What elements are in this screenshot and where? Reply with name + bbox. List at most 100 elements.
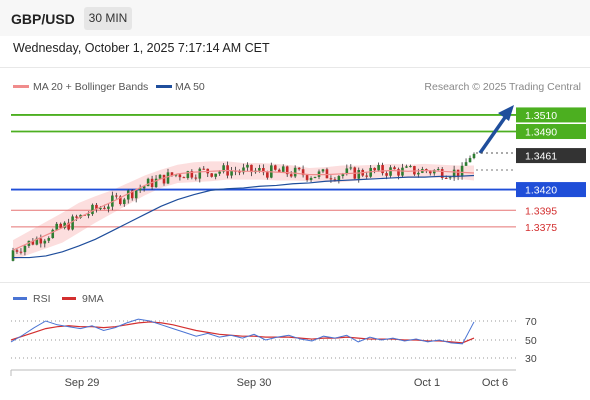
candle-body <box>313 176 317 178</box>
candle-body <box>55 223 59 230</box>
candle-body <box>51 229 55 239</box>
candle-body <box>289 174 293 177</box>
candle-body <box>222 165 225 172</box>
level-label-bg <box>516 107 586 123</box>
top-bar: GBP/USD 30 MIN <box>0 0 590 36</box>
level-label-bg <box>516 148 586 164</box>
candle-body <box>357 170 361 179</box>
candle-body <box>266 172 269 178</box>
candle-body <box>281 166 285 172</box>
candle-body <box>277 169 281 172</box>
candle-body <box>142 186 146 189</box>
candle-body <box>301 169 305 176</box>
candle-body <box>341 173 345 177</box>
candle-body <box>39 238 43 244</box>
candle-body <box>130 190 134 199</box>
timestamp: Wednesday, October 1, 2025 7:17:14 AM CE… <box>13 41 270 55</box>
candle-body <box>158 174 162 179</box>
candle-body <box>373 167 376 171</box>
candle-body <box>273 165 277 170</box>
legend-ma20-label: MA 20 + Bollinger Bands <box>33 81 148 93</box>
candle-body <box>246 164 249 168</box>
candle-body <box>262 168 265 173</box>
candle-body <box>19 251 23 253</box>
rsi-tick-70: 70 <box>525 316 537 328</box>
candle-body <box>122 199 126 205</box>
rsi-line <box>10 318 475 345</box>
rsi-ma9-line <box>10 321 475 344</box>
candle-body <box>325 169 329 179</box>
candle-body <box>170 172 174 176</box>
candle-body <box>365 175 368 177</box>
candle-body <box>107 206 110 209</box>
candle-body <box>309 177 313 180</box>
candle-body <box>456 169 460 177</box>
candle-body <box>75 216 78 218</box>
x-tick-sep29: Sep 29 <box>65 377 100 389</box>
credit-text: Research © 2025 Trading Central <box>424 81 581 93</box>
candle-body <box>381 165 384 174</box>
legend-rsi-label: RSI <box>33 293 51 305</box>
candle-body <box>166 172 170 184</box>
x-tick-oct1: Oct 1 <box>414 377 440 389</box>
level-label-bg <box>516 182 586 198</box>
level-label-current: 1.3461 <box>525 151 557 163</box>
candle-body <box>417 172 420 175</box>
legend-ma20-swatch <box>13 85 29 88</box>
candle-body <box>464 162 468 166</box>
candle-body <box>138 188 142 191</box>
ma20-line <box>12 169 475 251</box>
panel-divider <box>0 282 590 283</box>
candle-body <box>59 223 62 228</box>
candle-body <box>428 171 432 174</box>
candle-body <box>409 166 412 168</box>
candle-body <box>305 175 309 180</box>
candle-body <box>321 169 325 172</box>
candle-body <box>389 167 392 176</box>
x-tick-sep30: Sep 30 <box>237 377 272 389</box>
candle-body <box>87 214 90 216</box>
level-label-1.3420: 1.3420 <box>525 185 557 197</box>
level-label-1.3395: 1.3395 <box>525 205 557 217</box>
candle-body <box>440 169 444 179</box>
bollinger-band-area <box>13 161 474 261</box>
level-label-1.3510: 1.3510 <box>525 110 557 122</box>
candle-body <box>448 177 452 179</box>
divider <box>0 67 590 68</box>
candle-body <box>297 167 301 170</box>
legend-ma50-swatch <box>156 85 172 88</box>
legend-rsi-swatch <box>13 297 27 300</box>
candle-body <box>194 177 198 179</box>
candle-body <box>345 168 349 174</box>
candle-body <box>285 166 289 175</box>
candle-body <box>198 168 202 179</box>
interval-button[interactable]: 30 MIN <box>84 7 132 30</box>
candle-body <box>436 169 440 171</box>
candle-body <box>258 168 261 171</box>
candle-body <box>134 190 138 199</box>
candle-body <box>47 238 51 241</box>
candle-body <box>377 165 380 171</box>
moving-averages <box>12 169 475 259</box>
candle-body <box>202 168 206 170</box>
candle-body <box>444 178 448 180</box>
price-levels <box>11 114 516 228</box>
candle-body <box>293 167 297 177</box>
rsi-lines <box>10 318 475 345</box>
candle-body <box>31 240 35 245</box>
candle-body <box>63 222 66 228</box>
ma50-line <box>13 174 475 259</box>
candle-body <box>333 179 337 181</box>
candle-body <box>397 169 400 176</box>
legend-9ma-label: 9MA <box>82 293 104 305</box>
candle-body <box>329 178 333 180</box>
legend-9ma-swatch <box>62 297 76 300</box>
candle-body <box>210 173 214 177</box>
legend-ma50-label: MA 50 <box>175 81 205 93</box>
candle-body <box>99 207 102 210</box>
candle-body <box>162 174 166 184</box>
candle-body <box>413 166 416 175</box>
bollinger-band <box>13 161 474 261</box>
candle-body <box>393 167 396 170</box>
